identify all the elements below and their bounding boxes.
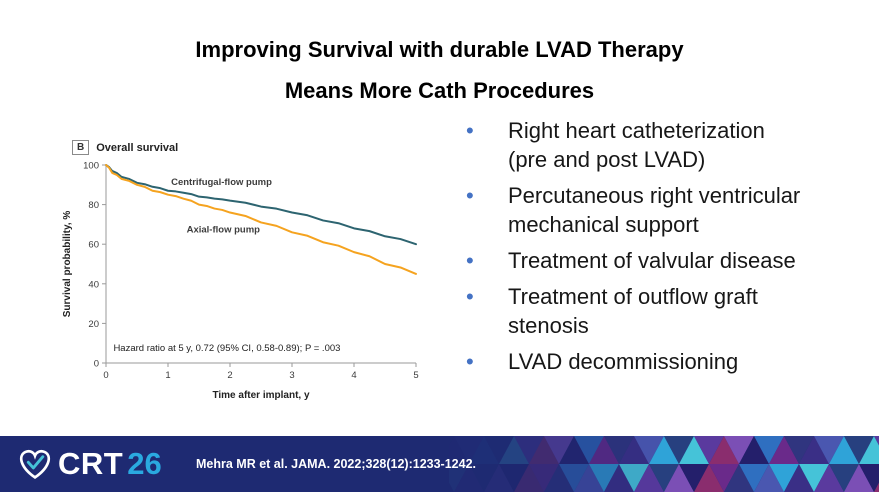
bullet-item: • LVAD decommissioning (458, 347, 803, 376)
svg-text:0: 0 (94, 359, 99, 370)
survival-figure: B Overall survival 0 20 40 60 80 100 0 1 2 3 4 5 Cen… (58, 140, 430, 408)
bullet-text: Percutaneous right ventricular mechanica… (508, 183, 801, 238)
footer-bar: CRT 26 Mehra MR et al. JAMA. 2022;328(12… (0, 436, 879, 492)
svg-text:Hazard ratio at 5 y, 0.72 (95%: Hazard ratio at 5 y, 0.72 (95% CI, 0.58-… (113, 343, 340, 354)
bullet-text: Treatment of outflow graft stenosis (508, 284, 758, 339)
svg-text:5: 5 (413, 370, 418, 381)
bullet-dot-icon: • (466, 349, 474, 375)
logo-text: CRT (58, 446, 124, 481)
bullet-item: • Right heart catheterization (pre and po… (458, 116, 803, 174)
bullet-dot-icon: • (466, 248, 474, 274)
svg-text:4: 4 (351, 370, 356, 381)
bullet-item: • Treatment of outflow graft stenosis (458, 282, 803, 340)
svg-text:60: 60 (88, 240, 99, 251)
mosaic-decoration (449, 436, 879, 492)
panel-label: B (72, 140, 90, 155)
bullet-text: Right heart catheterization (pre and pos… (508, 118, 765, 173)
svg-text:Time after implant, y: Time after implant, y (212, 390, 310, 401)
svg-text:80: 80 (88, 200, 99, 211)
figure-title: Overall survival (96, 141, 179, 154)
slide-title: Improving Survival with durable LVAD The… (0, 30, 879, 111)
bullet-text: Treatment of valvular disease (508, 248, 796, 274)
bullet-dot-icon: • (466, 284, 474, 310)
citation-text: Mehra MR et al. JAMA. 2022;328(12):1233-… (196, 457, 476, 471)
svg-text:40: 40 (88, 279, 99, 290)
bullet-list: • Right heart catheterization (pre and po… (458, 116, 803, 383)
svg-text:2: 2 (227, 370, 232, 381)
survival-chart: 0 20 40 60 80 100 0 1 2 3 4 5 Centrifugal-flow pump A… (62, 161, 419, 402)
svg-text:Centrifugal-flow pump: Centrifugal-flow pump (171, 177, 272, 188)
slide-title-line1: Improving Survival with durable LVAD The… (195, 37, 684, 62)
crt-logo: CRT 26 (16, 436, 162, 492)
figure-header: B Overall survival (72, 140, 430, 155)
svg-text:0: 0 (103, 370, 108, 381)
svg-text:20: 20 (88, 319, 99, 330)
bullet-dot-icon: • (466, 118, 474, 143)
bullet-dot-icon: • (466, 183, 474, 209)
heart-check-icon (19, 449, 51, 480)
svg-text:Survival probability, %: Survival probability, % (62, 211, 73, 318)
svg-text:3: 3 (289, 370, 294, 381)
bullet-item: • Percutaneous right ventricular mechanic… (458, 181, 803, 239)
svg-text:100: 100 (83, 161, 99, 172)
svg-text:Axial-flow pump: Axial-flow pump (187, 224, 261, 235)
logo-year: 26 (127, 446, 162, 481)
bullet-text: LVAD decommissioning (508, 349, 739, 375)
svg-text:1: 1 (165, 370, 170, 381)
bullet-item: • Treatment of valvular disease (458, 246, 803, 275)
slide-title-line2: Means More Cath Procedures (284, 77, 595, 103)
